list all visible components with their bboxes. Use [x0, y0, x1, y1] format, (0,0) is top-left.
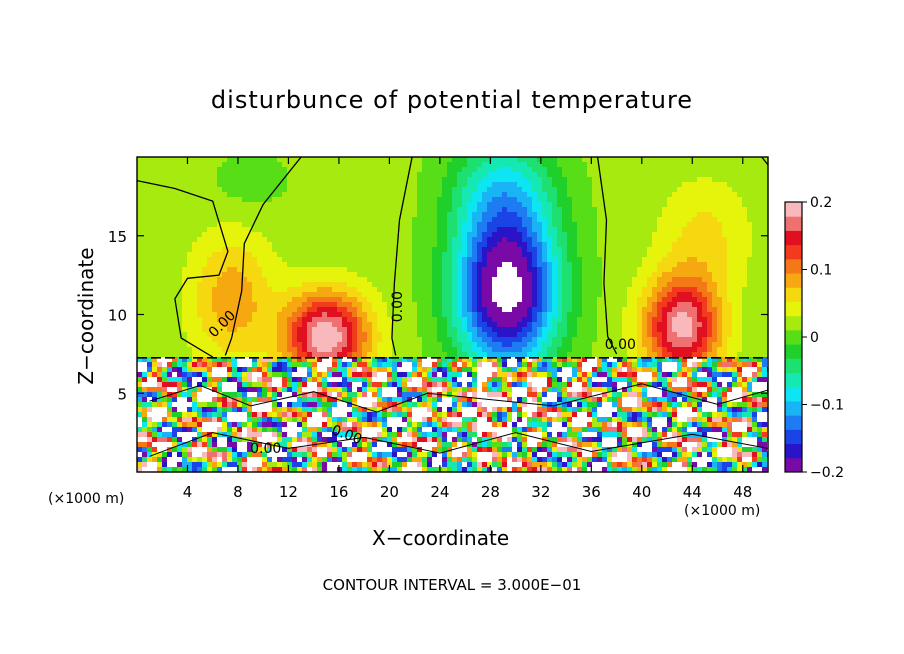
contour-lines — [136, 156, 769, 457]
x-tick-label: 44 — [683, 483, 702, 501]
y-axis-label: Z−coordinate — [74, 247, 98, 385]
colorbar-swatch — [785, 372, 802, 388]
contour-zero-line — [761, 156, 769, 166]
contour-label: 0.00 — [605, 337, 636, 353]
colorbar-swatch — [785, 216, 802, 231]
x-axis-label: X−coordinate — [372, 526, 510, 550]
colorbar-swatch — [785, 315, 802, 331]
colorbar-swatch — [785, 202, 802, 217]
contour-zero-line — [391, 156, 413, 356]
colorbar-swatch — [785, 287, 802, 302]
contour-zero-line — [224, 156, 302, 356]
colorbar: 0.2 0.1 0 −0.1 −0.2 — [784, 195, 844, 481]
x-tick-label: 8 — [233, 483, 243, 501]
heatmap-field — [137, 157, 769, 473]
colorbar-swatch — [785, 400, 802, 416]
x-unit-label-left: (×1000 m) — [48, 491, 125, 507]
contour-line — [149, 383, 769, 413]
y-tick-label: 10 — [108, 307, 127, 325]
contour-line — [149, 432, 769, 457]
colorbar-tick-label: 0.1 — [810, 263, 832, 279]
chart-title: disturbunce of potential temperature — [210, 86, 694, 114]
colorbar-swatch — [785, 244, 802, 260]
colorbar-swatch — [785, 457, 802, 473]
x-tick-label: 20 — [380, 483, 399, 501]
contour-zero-line — [136, 179, 229, 358]
x-tick-label: 16 — [329, 483, 348, 501]
colorbar-swatch — [785, 230, 802, 246]
x-tick-label: 48 — [733, 483, 752, 501]
colorbar-swatch — [785, 415, 802, 430]
x-tick-label: 40 — [632, 483, 651, 501]
colorbar-tick-label: 0.2 — [810, 195, 832, 211]
contour-label: 0.00 — [250, 441, 281, 457]
colorbar-swatch — [785, 443, 802, 459]
y-tick-label: 15 — [108, 228, 127, 246]
x-tick-label: 36 — [582, 483, 601, 501]
y-tick-label: 5 — [117, 385, 127, 403]
colorbar-swatch — [785, 301, 802, 317]
colorbar-swatch — [785, 358, 802, 374]
x-tick-label: 12 — [279, 483, 298, 501]
contour-label: 0.00 — [390, 291, 406, 322]
x-tick-label: 32 — [531, 483, 550, 501]
colorbar-swatch — [785, 386, 802, 402]
colorbar-swatch — [785, 258, 802, 274]
x-tick-label: 28 — [481, 483, 500, 501]
colorbar-swatch — [785, 273, 802, 288]
colorbar-swatch — [785, 344, 802, 359]
colorbar-swatch — [785, 329, 802, 345]
colorbar-tick-label: 0 — [810, 330, 819, 346]
colorbar-swatch — [785, 429, 802, 445]
x-unit-label-right: (×1000 m) — [684, 503, 761, 519]
contour-zero-line — [596, 156, 618, 355]
colorbar-tick-label: −0.2 — [810, 465, 844, 481]
colorbar-tick-label: −0.1 — [810, 398, 844, 414]
contour-interval-note: CONTOUR INTERVAL = 3.000E−01 — [322, 576, 582, 594]
x-tick-label: 24 — [430, 483, 449, 501]
x-tick-label: 4 — [183, 483, 193, 501]
